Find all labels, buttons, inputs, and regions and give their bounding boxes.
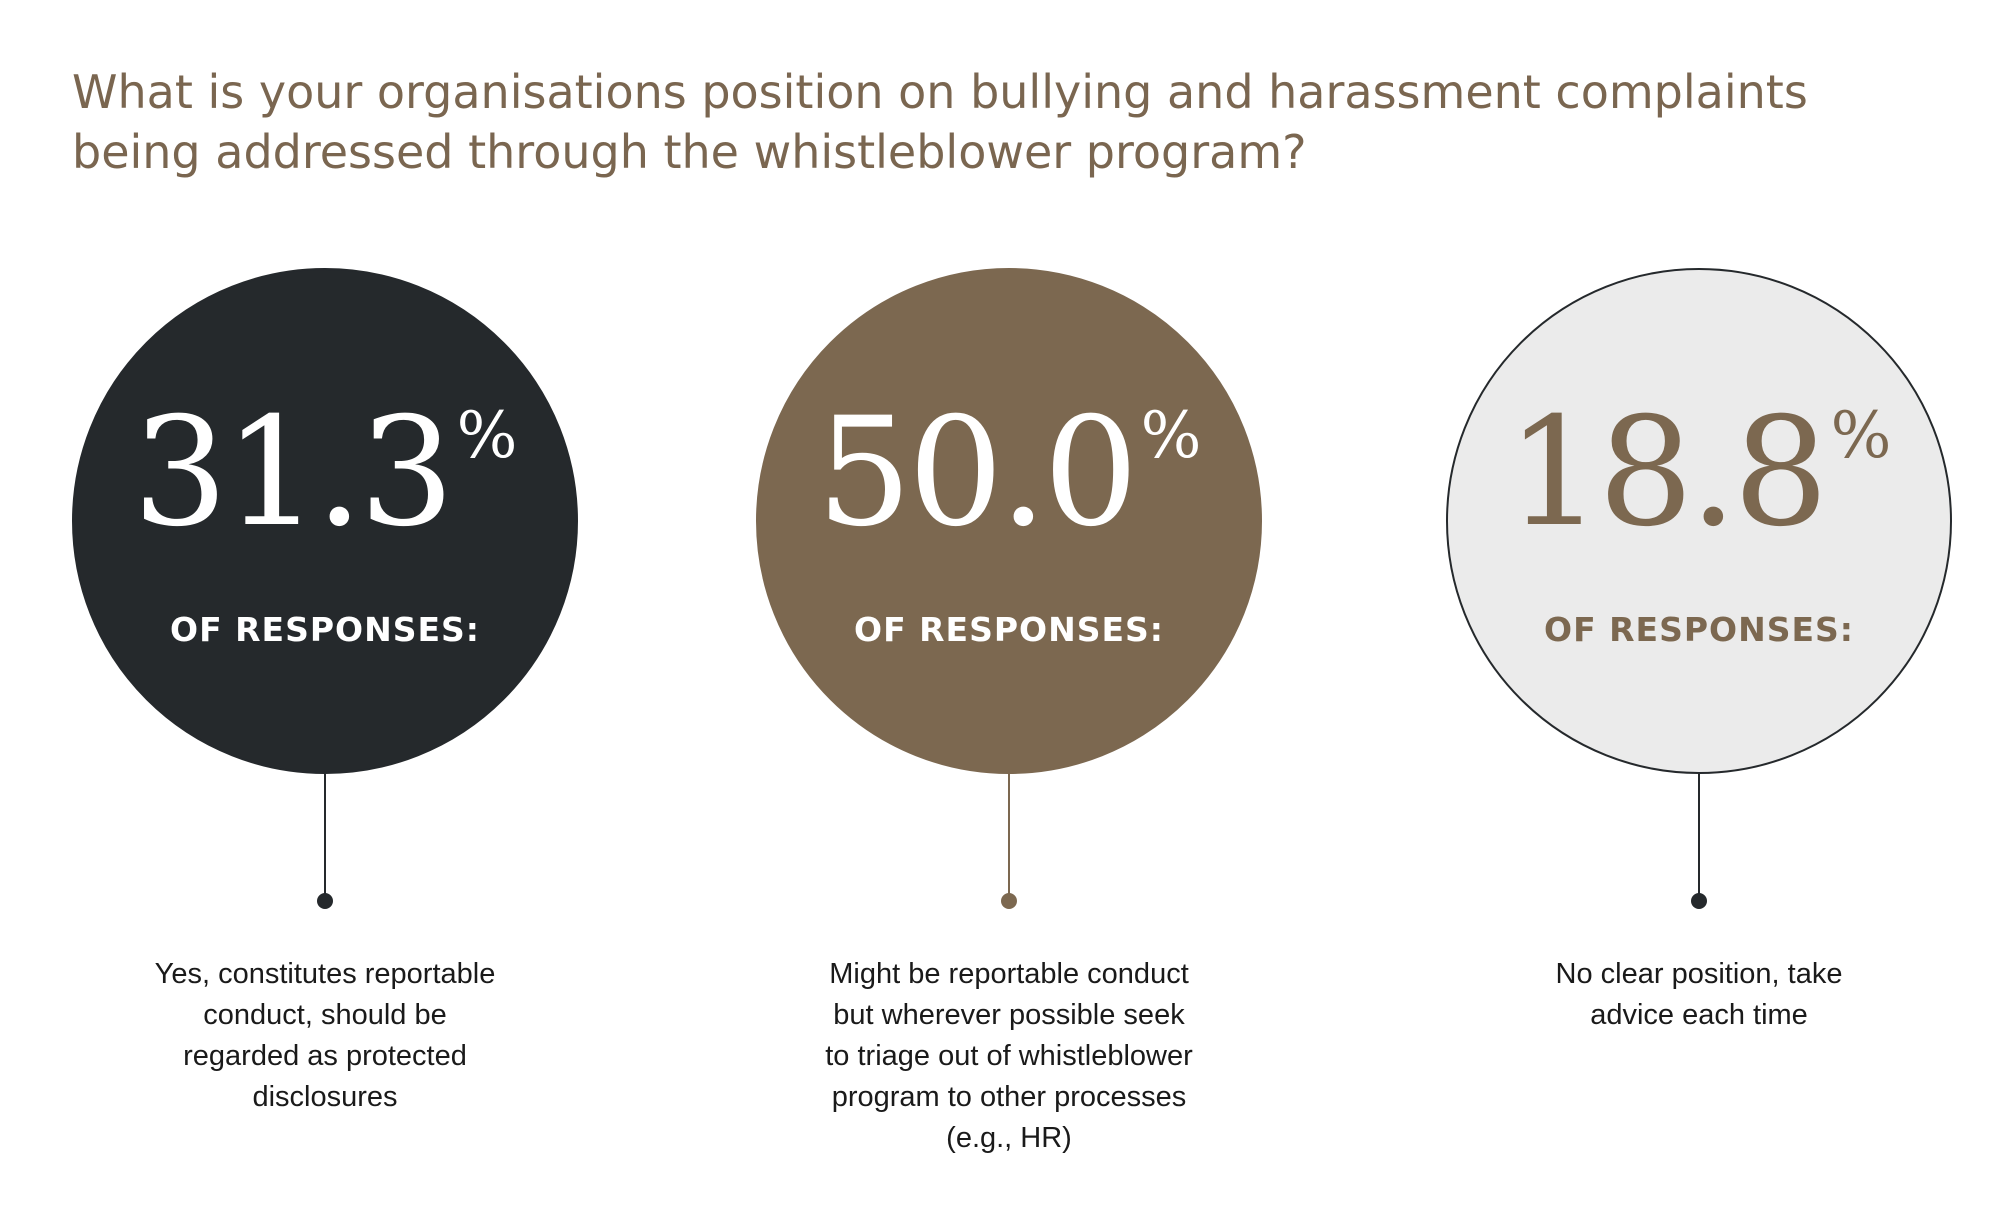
description-line: program to other processes [831,1081,1187,1113]
description-line: No clear position, take [1555,958,1843,990]
connector-line [1698,774,1700,900]
description-line: disclosures [252,1081,398,1113]
connector-line [324,774,326,900]
percent-sign: % [1140,399,1202,473]
description-line: to triage out of whistleblower [825,1040,1193,1072]
stat-circle [756,268,1262,774]
stat-caption: OF RESPONSES: [854,610,1164,649]
stat-caption: OF RESPONSES: [170,610,480,649]
description-line: regarded as protected [183,1040,467,1072]
connector-line [1008,774,1010,900]
stat-percentage: 18.8% [1446,398,1952,548]
description-line: but wherever possible seek [833,999,1185,1031]
stat-description: Might be reportable conduct but wherever… [799,954,1219,1159]
stat-percentage: 50.0% [756,398,1262,548]
stat-value: 50.0 [816,386,1139,560]
stat-description: Yes, constitutes reportable conduct, sho… [115,954,535,1118]
stat-circle [72,268,578,774]
description-line: advice each time [1590,999,1808,1031]
stat-caption: OF RESPONSES: [1544,610,1854,649]
description-line: Yes, constitutes reportable [154,958,496,990]
stat-circle [1446,268,1952,774]
connector-dot [317,893,333,909]
chart-title: What is your organisations position on b… [72,62,1932,182]
description-line: conduct, should be [203,999,447,1031]
stat-percentage: 31.3% [72,398,578,548]
title-line-1: What is your organisations position on b… [72,65,1808,119]
connector-dot [1001,893,1017,909]
description-line: Might be reportable conduct [829,958,1189,990]
description-line: (e.g., HR) [946,1122,1072,1154]
stat-description: No clear position, take advice each time [1489,954,1909,1036]
title-line-2: being addressed through the whistleblowe… [72,125,1307,179]
stat-value: 18.8 [1506,386,1829,560]
stat-value: 31.3 [132,386,455,560]
connector-dot [1691,893,1707,909]
percent-sign: % [1830,399,1892,473]
percent-sign: % [456,399,518,473]
